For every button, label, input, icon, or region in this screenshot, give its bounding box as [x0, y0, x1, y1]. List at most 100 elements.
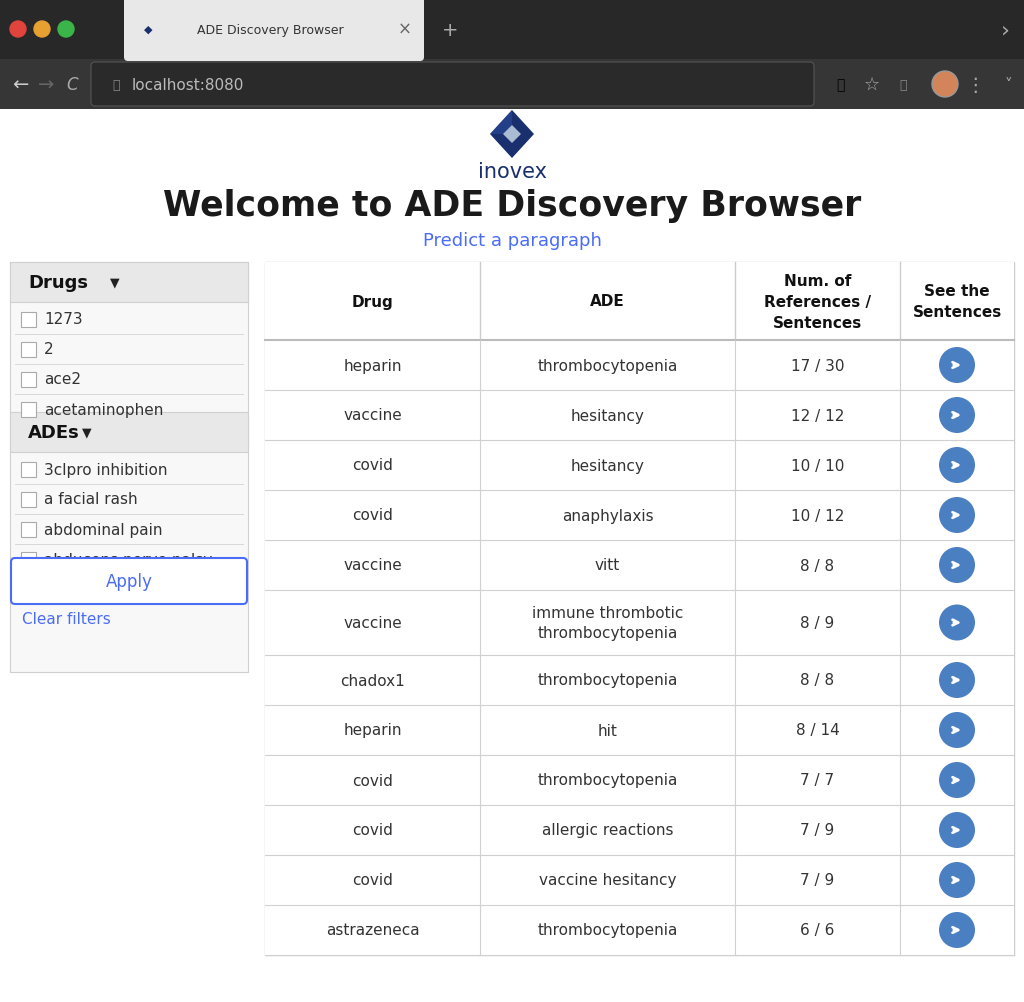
Text: acetaminophen: acetaminophen — [44, 402, 164, 417]
Text: Predict a paragraph: Predict a paragraph — [423, 231, 601, 249]
Text: 12 / 12: 12 / 12 — [791, 408, 844, 423]
Circle shape — [939, 763, 975, 799]
Text: covid: covid — [352, 873, 393, 888]
Circle shape — [34, 22, 50, 38]
Text: ADE: ADE — [590, 295, 625, 310]
Text: 8 / 8: 8 / 8 — [801, 672, 835, 687]
Circle shape — [939, 348, 975, 384]
Text: vaccine: vaccine — [343, 615, 401, 630]
Text: astrazeneca: astrazeneca — [326, 923, 419, 938]
Text: C: C — [67, 76, 78, 94]
Text: 1273: 1273 — [44, 313, 83, 328]
Circle shape — [939, 498, 975, 533]
Text: 8 / 9: 8 / 9 — [801, 615, 835, 630]
Circle shape — [939, 912, 975, 948]
Text: ▼: ▼ — [82, 426, 91, 439]
FancyBboxPatch shape — [22, 522, 36, 537]
FancyBboxPatch shape — [265, 655, 1014, 705]
Text: ←: ← — [12, 75, 29, 94]
Circle shape — [939, 862, 975, 898]
Text: hit: hit — [598, 722, 617, 737]
Text: vitt: vitt — [595, 558, 621, 573]
Text: thrombocytopenia: thrombocytopenia — [538, 923, 678, 938]
FancyBboxPatch shape — [10, 263, 248, 672]
Circle shape — [939, 662, 975, 698]
Circle shape — [932, 72, 958, 98]
Text: Drug: Drug — [351, 295, 393, 310]
Text: localhost:8080: localhost:8080 — [132, 77, 245, 92]
Text: 8 / 8: 8 / 8 — [801, 558, 835, 573]
Text: 7 / 9: 7 / 9 — [801, 823, 835, 838]
Text: abducens nerve palsy: abducens nerve palsy — [44, 552, 212, 567]
Circle shape — [939, 547, 975, 583]
FancyBboxPatch shape — [10, 263, 248, 303]
Text: covid: covid — [352, 508, 393, 523]
Text: 17 / 30: 17 / 30 — [791, 358, 844, 373]
FancyBboxPatch shape — [91, 63, 814, 107]
Text: 10 / 12: 10 / 12 — [791, 508, 844, 523]
Text: ▼: ▼ — [110, 277, 120, 290]
Text: covid: covid — [352, 773, 393, 788]
Text: 8 / 14: 8 / 14 — [796, 722, 840, 737]
FancyBboxPatch shape — [22, 403, 36, 418]
Text: See the
Sentences: See the Sentences — [912, 284, 1001, 320]
Circle shape — [939, 712, 975, 748]
Circle shape — [939, 448, 975, 484]
FancyBboxPatch shape — [10, 413, 248, 453]
FancyBboxPatch shape — [22, 343, 36, 358]
Text: abdominal pain: abdominal pain — [44, 522, 163, 537]
Text: Clear filters: Clear filters — [22, 611, 111, 626]
Text: 6 / 6: 6 / 6 — [801, 923, 835, 938]
Text: vaccine: vaccine — [343, 408, 401, 423]
Text: 7 / 9: 7 / 9 — [801, 873, 835, 888]
Text: thrombocytopenia: thrombocytopenia — [538, 773, 678, 788]
Text: immune thrombotic
thrombocytopenia: immune thrombotic thrombocytopenia — [531, 605, 683, 640]
Text: covid: covid — [352, 458, 393, 473]
Text: covid: covid — [352, 823, 393, 838]
FancyBboxPatch shape — [265, 590, 1014, 655]
FancyBboxPatch shape — [265, 341, 1014, 391]
FancyBboxPatch shape — [11, 558, 247, 604]
FancyBboxPatch shape — [265, 756, 1014, 806]
Text: ADEs: ADEs — [28, 424, 80, 442]
FancyBboxPatch shape — [265, 540, 1014, 590]
Text: ADE Discovery Browser: ADE Discovery Browser — [197, 23, 343, 36]
Text: Apply: Apply — [105, 572, 153, 590]
Text: →: → — [38, 75, 54, 94]
FancyBboxPatch shape — [22, 313, 36, 328]
Text: ›: › — [1000, 20, 1010, 40]
FancyBboxPatch shape — [265, 263, 1014, 341]
Text: allergic reactions: allergic reactions — [542, 823, 673, 838]
FancyBboxPatch shape — [265, 705, 1014, 756]
Text: thrombocytopenia: thrombocytopenia — [538, 358, 678, 373]
FancyBboxPatch shape — [265, 491, 1014, 540]
Polygon shape — [490, 111, 534, 159]
Text: Welcome to ADE Discovery Browser: Welcome to ADE Discovery Browser — [163, 188, 861, 222]
Text: inovex: inovex — [477, 162, 547, 181]
FancyBboxPatch shape — [0, 60, 1024, 110]
Text: ˅: ˅ — [1005, 77, 1012, 92]
Circle shape — [939, 398, 975, 434]
Text: Num. of
References /
Sentences: Num. of References / Sentences — [764, 274, 871, 331]
Text: 10 / 10: 10 / 10 — [791, 458, 844, 473]
Polygon shape — [490, 111, 512, 135]
FancyBboxPatch shape — [22, 552, 36, 567]
FancyBboxPatch shape — [265, 441, 1014, 491]
Polygon shape — [503, 126, 521, 144]
FancyBboxPatch shape — [22, 463, 36, 478]
FancyBboxPatch shape — [22, 493, 36, 507]
Text: ace2: ace2 — [44, 372, 81, 387]
Text: vaccine hesitancy: vaccine hesitancy — [539, 873, 676, 888]
Text: 2: 2 — [44, 342, 53, 357]
Text: heparin: heparin — [343, 358, 401, 373]
Text: hesitancy: hesitancy — [570, 458, 644, 473]
FancyBboxPatch shape — [265, 905, 1014, 955]
Circle shape — [58, 22, 74, 38]
FancyBboxPatch shape — [265, 391, 1014, 441]
Text: 3clpro inhibition: 3clpro inhibition — [44, 462, 168, 477]
Text: anaphylaxis: anaphylaxis — [562, 508, 653, 523]
Text: 🔍: 🔍 — [836, 78, 844, 92]
Text: ⓘ: ⓘ — [112, 78, 120, 91]
Text: ×: × — [398, 21, 412, 39]
Text: hesitancy: hesitancy — [570, 408, 644, 423]
